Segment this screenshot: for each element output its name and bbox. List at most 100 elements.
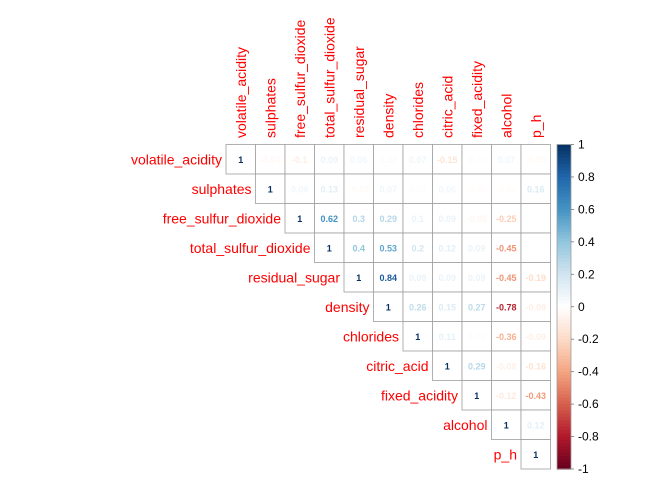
- colorbar-segment: [557, 277, 571, 282]
- matrix-cell: [343, 232, 374, 263]
- colorbar-segment: [557, 173, 571, 178]
- row-label: fixed_acidity: [381, 387, 458, 403]
- cell-value-label: -0.15: [437, 155, 458, 165]
- colorbar-segment: [557, 391, 571, 395]
- cell-value-label: 0.29: [468, 361, 486, 371]
- row-labels: volatile_acidity sulphates free_sulfur_dio…: [131, 151, 517, 462]
- colorbar-tick-label: -0.2: [578, 332, 599, 346]
- matrix-cell: [402, 173, 433, 204]
- matrix-cell: [255, 173, 286, 204]
- matrix-cell: [491, 232, 522, 263]
- colorbar-segment: [557, 212, 571, 217]
- colorbar-segment: [557, 365, 571, 370]
- cell-value-label: 0.09: [409, 273, 427, 283]
- colorbar-segment: [557, 232, 571, 236]
- cell-value-label: 0.06: [291, 184, 309, 194]
- row-label: chlorides: [343, 328, 399, 344]
- column-label: free_sulfur_dioxide: [292, 19, 308, 138]
- cell-value-label: 1: [415, 332, 420, 342]
- colorbar-segment: [557, 335, 571, 340]
- matrix-cell: [432, 350, 463, 381]
- cell-value-label: 0.07: [379, 184, 397, 194]
- colorbar-segment: [557, 251, 571, 256]
- colorbar-segment: [557, 209, 571, 214]
- colorbar-segment: [557, 342, 571, 347]
- colorbar-segment: [557, 322, 571, 327]
- column-label: chlorides: [410, 82, 426, 138]
- cell-value-label: 1: [445, 361, 450, 371]
- colorbar-segment: [557, 319, 571, 324]
- column-label: residual_sugar: [351, 46, 367, 138]
- cell-value-label: -0.03: [525, 155, 546, 165]
- colorbar-tick-label: -0.4: [578, 365, 599, 379]
- colorbar-segment: [557, 439, 571, 444]
- cell-value-label: 0.15: [438, 302, 456, 312]
- cell-value-label: -0.1: [292, 155, 308, 165]
- cell-value-label: 1: [504, 420, 509, 430]
- row-label: volatile_acidity: [131, 151, 222, 167]
- colorbar-segment: [557, 443, 571, 447]
- cell-value-label: 0.09: [320, 155, 338, 165]
- colorbar-segment: [557, 228, 571, 233]
- cell-value-label: 0.27: [468, 302, 486, 312]
- colorbar-segment: [557, 423, 571, 428]
- cell-value-label: 0.11: [439, 332, 456, 342]
- colorbar-segment: [557, 193, 571, 198]
- cell-value-label: 0.12: [527, 420, 545, 430]
- colorbar-tick-label: 0: [578, 300, 585, 314]
- matrix-cell: [284, 203, 315, 234]
- matrix-cell: [491, 291, 522, 322]
- matrix-cell: [432, 144, 463, 175]
- colorbar-segment: [557, 339, 571, 344]
- colorbar-segment: [557, 456, 571, 460]
- colorbar-segment: [557, 326, 571, 331]
- matrix-cell: [373, 173, 404, 204]
- matrix-cell: [491, 173, 522, 204]
- colorbar-segment: [557, 163, 571, 168]
- matrix-cell: [520, 232, 551, 263]
- cell-value-label: 0.26: [409, 302, 427, 312]
- cell-value-label: 0.13: [320, 184, 338, 194]
- matrix-cell: [491, 321, 522, 352]
- cell-value-label: -0.09: [525, 332, 546, 342]
- colorbar-segment: [557, 348, 571, 353]
- colorbar-segment: [557, 462, 571, 467]
- colorbar-segment: [557, 309, 571, 314]
- colorbar-segment: [557, 352, 571, 357]
- colorbar-segment: [557, 147, 571, 152]
- cell-value-label: -0.45: [496, 243, 517, 253]
- cell-value-label: 0.09: [468, 273, 486, 283]
- colorbar-segment: [557, 154, 571, 159]
- matrix-cell: [432, 321, 463, 352]
- colorbar-segment: [557, 358, 571, 363]
- matrix-cell: [520, 321, 551, 352]
- colorbar-segment: [557, 417, 571, 421]
- colorbar-segment: [557, 332, 571, 337]
- colorbar-segment: [557, 180, 571, 185]
- colorbar-segment: [557, 410, 571, 415]
- colorbar-segment: [557, 254, 571, 259]
- matrix-cell: [520, 262, 551, 293]
- cell-value-label: -0.16: [525, 361, 546, 371]
- cell-value-label: -0.78: [496, 302, 517, 312]
- colorbar-segment: [557, 400, 571, 405]
- colorbar-segment: [557, 361, 571, 366]
- cell-value-label: 1: [474, 391, 479, 401]
- cell-value-label: -0.05: [466, 214, 487, 224]
- matrix-cell: [520, 144, 551, 175]
- cell-value-label: -0.08: [496, 361, 517, 371]
- matrix-cell: [432, 173, 463, 204]
- matrix-cell: [314, 203, 345, 234]
- colorbar-tick-label: -1: [578, 462, 589, 476]
- cell-value-label: 1: [356, 273, 361, 283]
- colorbar-segment: [557, 300, 571, 305]
- matrix-cell: [373, 144, 404, 175]
- colorbar-segment: [557, 452, 571, 457]
- colorbar-segment: [557, 397, 571, 402]
- matrix-cell: [520, 291, 551, 322]
- column-label: alcohol: [498, 94, 514, 138]
- colorbar-segment: [557, 280, 571, 285]
- matrix-cell: [520, 203, 551, 234]
- colorbar-segment: [557, 297, 571, 301]
- cell-value-label: -0.45: [496, 273, 517, 283]
